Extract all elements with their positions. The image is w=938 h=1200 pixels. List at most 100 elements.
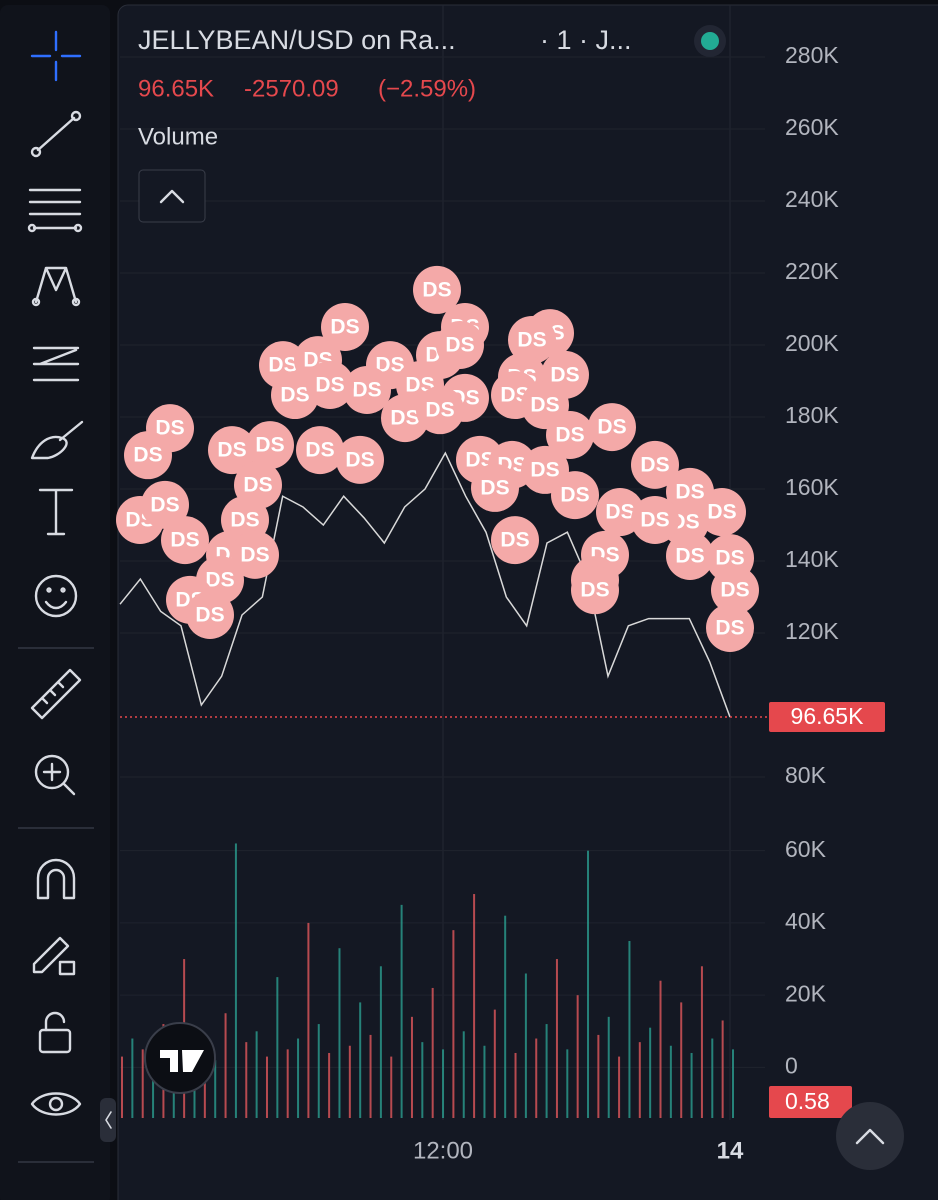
- volume-bar: [348, 1045, 351, 1118]
- volume-bar: [431, 987, 434, 1118]
- volume-bar: [338, 948, 341, 1118]
- marker: [631, 440, 679, 489]
- volume-bar: [638, 1042, 641, 1118]
- marker: [436, 321, 484, 369]
- emoji-tool[interactable]: [34, 574, 78, 618]
- logo[interactable]: [144, 1022, 216, 1094]
- volume-bar: [473, 894, 476, 1118]
- visibility-tool[interactable]: [30, 1092, 82, 1116]
- collapse-toolbar[interactable]: [100, 1098, 116, 1142]
- price: 96.65K: [138, 75, 214, 102]
- volume-bar: [545, 1024, 548, 1118]
- status-dot: [701, 32, 719, 50]
- forecast-tool[interactable]: [32, 346, 80, 382]
- marker-label: DS: [280, 384, 309, 407]
- volume-bar: [732, 1049, 734, 1118]
- marker-label: DS: [550, 363, 579, 386]
- magnet-tool[interactable]: [36, 858, 76, 900]
- brush-tool[interactable]: [30, 420, 84, 460]
- marker-label: DS: [390, 407, 419, 430]
- marker: [231, 530, 279, 579]
- volume-bar: [421, 1042, 424, 1118]
- marker: [416, 386, 464, 435]
- marker: [124, 431, 172, 480]
- volume-bar: [214, 1060, 217, 1118]
- pattern-tool[interactable]: [31, 266, 81, 307]
- crosshair-tool[interactable]: [30, 30, 82, 82]
- marker: [186, 591, 234, 639]
- volume-bar: [141, 1049, 144, 1118]
- trendline-tool[interactable]: [30, 110, 82, 158]
- marker: [296, 426, 344, 475]
- marker: [336, 435, 384, 484]
- change: -2570.09: [244, 75, 339, 102]
- marker-label: DS: [640, 509, 669, 532]
- volume-bar: [307, 922, 310, 1118]
- marker-label: DS: [422, 278, 451, 301]
- price-tick-label: 240K: [785, 186, 839, 212]
- volume-bar: [131, 1038, 134, 1118]
- volume-tick-label: 20K: [785, 980, 827, 1006]
- marker-label: DS: [597, 416, 626, 439]
- volume-bar: [700, 966, 703, 1118]
- volume-bar: [462, 1031, 465, 1118]
- volume-bar: [152, 1060, 155, 1118]
- last-volume-label: 0.58: [785, 1088, 830, 1114]
- marker: [161, 516, 209, 565]
- marker: [306, 360, 354, 409]
- fib-tool[interactable]: [27, 188, 83, 233]
- volume-bar: [566, 1049, 569, 1118]
- marker-label: DS: [675, 480, 704, 503]
- volume-bar: [286, 1049, 289, 1118]
- marker-label: DS: [715, 547, 744, 570]
- volume-bar: [410, 1016, 413, 1118]
- ruler-tool[interactable]: [30, 668, 82, 720]
- volume-tick-label: 60K: [785, 836, 827, 862]
- lock-tool[interactable]: [38, 1011, 72, 1054]
- volume-bar: [452, 930, 455, 1118]
- marker: [321, 303, 369, 351]
- scroll-icon: [855, 1128, 885, 1145]
- marker-label: DS: [230, 509, 259, 532]
- scroll-to-realtime[interactable]: [836, 1102, 904, 1170]
- volume-label: Volume: [138, 123, 218, 150]
- volume-bar: [607, 1016, 610, 1118]
- volume-bar: [234, 843, 237, 1118]
- volume-bar: [597, 1034, 600, 1118]
- marker: [698, 488, 746, 537]
- marker-label: DS: [255, 434, 284, 457]
- marker-label: DS: [560, 484, 589, 507]
- time-label: 12:00: [413, 1137, 473, 1164]
- time-label: 14: [717, 1137, 744, 1164]
- volume-bar: [555, 959, 558, 1118]
- volume-bar: [390, 1056, 393, 1118]
- price-tick-label: 280K: [785, 42, 839, 68]
- marker: [711, 566, 759, 615]
- interval: · 1 · J...: [540, 25, 632, 55]
- marker: [208, 426, 256, 475]
- volume-bar: [317, 1024, 320, 1118]
- marker-label: DS: [205, 569, 234, 592]
- volume-bar: [576, 995, 579, 1118]
- text-tool[interactable]: [38, 488, 74, 536]
- marker: [508, 315, 556, 364]
- marker: [631, 495, 679, 544]
- marker-label: DS: [305, 439, 334, 462]
- marker-label: DS: [345, 448, 374, 471]
- volume-bar: [276, 977, 279, 1118]
- collapse-legend[interactable]: [138, 169, 206, 223]
- lock-drawing-tool[interactable]: [32, 936, 76, 976]
- marker-label: DS: [530, 458, 559, 481]
- zoom-tool[interactable]: [34, 754, 76, 796]
- marker-label: DS: [375, 354, 404, 377]
- marker: [246, 421, 294, 470]
- volume-bar: [514, 1052, 517, 1118]
- volume-bar: [721, 1020, 724, 1118]
- chart-pane: [117, 4, 938, 1200]
- volume-bar: [680, 1002, 683, 1118]
- marker: [588, 403, 636, 452]
- price-tick-label: 180K: [785, 402, 839, 428]
- change-pct: (−2.59%): [378, 75, 476, 102]
- volume-bar: [379, 966, 382, 1118]
